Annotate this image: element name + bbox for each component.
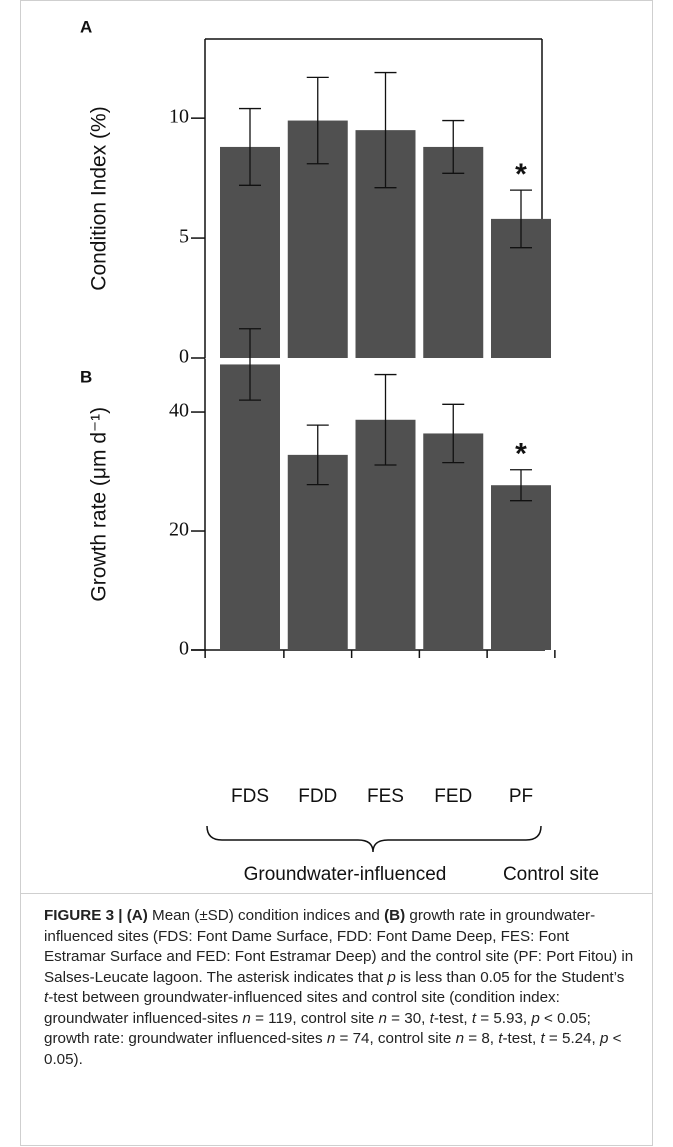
caption-text: = 30, <box>386 1009 430 1027</box>
y-tick-label: 0 <box>179 638 189 660</box>
caption-text: is less than 0.05 for the Student’s <box>395 968 625 986</box>
caption-text: FIGURE 3 | (A) <box>44 907 148 924</box>
caption-text: p <box>600 1030 609 1047</box>
caption-text: t <box>498 1030 503 1047</box>
x-tick-label: FED <box>434 786 472 807</box>
caption-text: < 0.05; growth rate: groundwater influen… <box>44 1009 591 1048</box>
group-label: Control site <box>503 864 599 885</box>
panel-label: A <box>80 17 92 36</box>
caption-text: p <box>531 1009 540 1027</box>
caption-text: n <box>455 1030 465 1047</box>
bar <box>287 454 348 650</box>
figure-border <box>20 0 653 1146</box>
caption-text: Mean (±SD) condition indices and <box>147 907 385 924</box>
caption-text: -test, <box>502 1030 541 1047</box>
caption-text: -test, <box>433 1009 472 1027</box>
y-tick-label: 10 <box>169 106 189 128</box>
caption-text: = 74, control site <box>335 1030 456 1047</box>
y-tick-label: 20 <box>169 519 189 541</box>
caption-text: n <box>242 1009 251 1027</box>
y-tick-label: 5 <box>179 226 189 248</box>
y-tick-label: 0 <box>179 346 189 368</box>
bar <box>423 146 484 358</box>
caption-text: = 8, <box>464 1030 499 1047</box>
caption-text: n <box>378 1009 387 1027</box>
caption-text: -test between groundwater-influenced sit… <box>44 989 560 1027</box>
caption-text: = 5.24, <box>544 1030 600 1047</box>
bar <box>491 485 551 650</box>
caption: FIGURE 3 | (A) Mean (±SD) condition indi… <box>44 906 634 1070</box>
caption-text: t <box>540 1030 545 1047</box>
significance-marker: * <box>515 158 527 191</box>
y-axis-label: Condition Index (%) <box>88 106 111 290</box>
caption-text: t <box>44 989 49 1006</box>
y-tick-label: 40 <box>169 400 189 422</box>
group-label: Groundwater-influenced <box>244 864 447 885</box>
caption-text: p <box>387 968 396 986</box>
caption-text: t <box>471 1009 477 1027</box>
caption-text: t <box>429 1009 434 1027</box>
x-tick-label: FDS <box>231 786 269 807</box>
group-brace <box>206 825 542 853</box>
caption-text: growth rate in groundwater-influenced si… <box>44 907 634 986</box>
caption-text: = 5.93, <box>476 1009 532 1027</box>
y-axis-label: Growth rate (μm d⁻¹) <box>88 407 111 602</box>
bar <box>423 433 484 650</box>
x-tick-label: FDD <box>298 786 337 807</box>
panel-label: B <box>80 367 92 386</box>
caption-text: (B) <box>384 907 406 924</box>
x-tick-label: PF <box>509 786 533 807</box>
caption-text: = 119, control site <box>250 1009 379 1027</box>
x-tick-label: FES <box>367 786 404 807</box>
caption-text: n <box>326 1030 336 1047</box>
caption-text: < 0.05). <box>44 1030 622 1068</box>
bar <box>220 364 280 650</box>
significance-marker: * <box>515 438 527 471</box>
